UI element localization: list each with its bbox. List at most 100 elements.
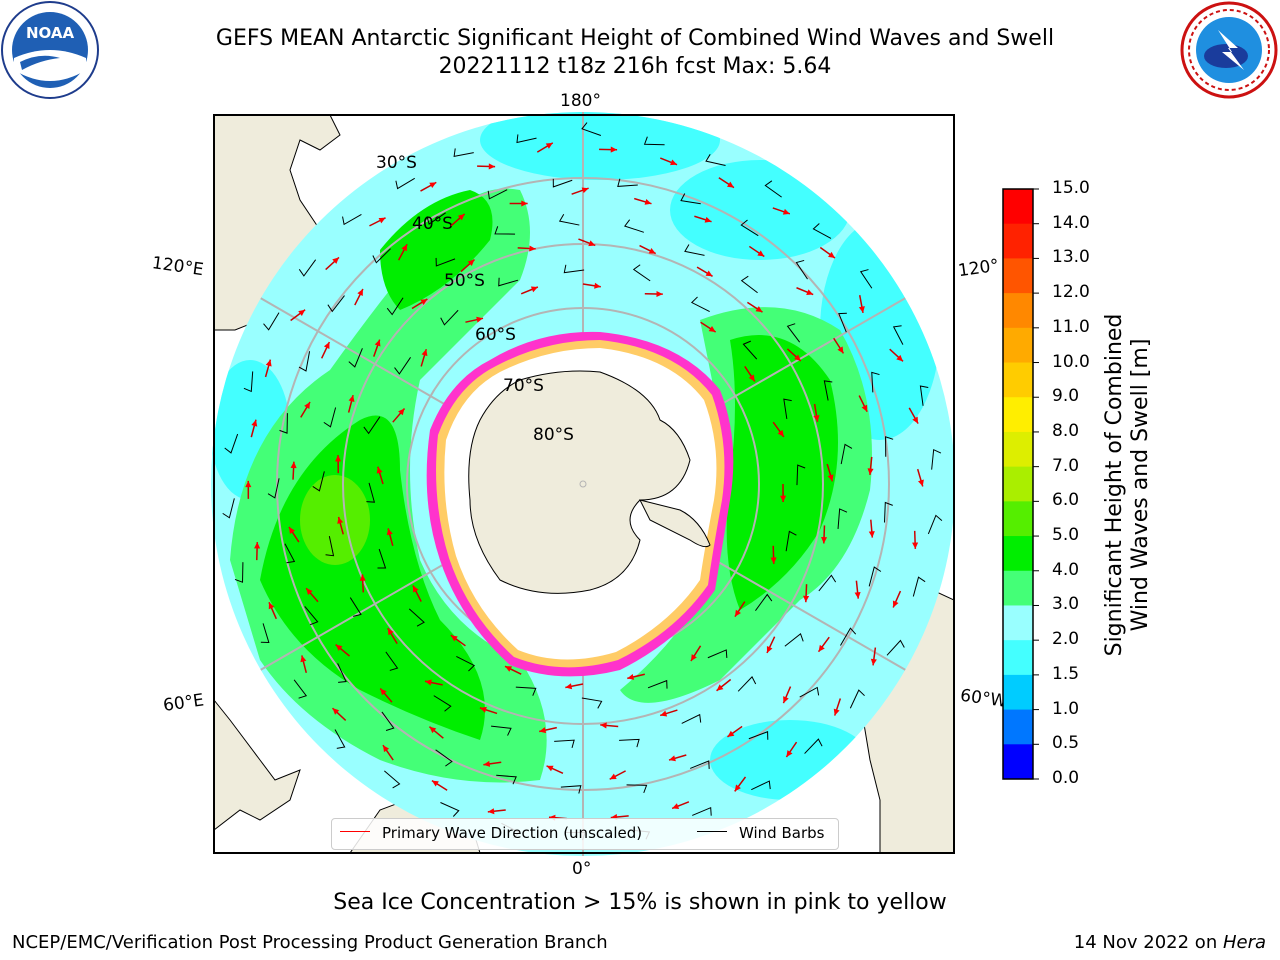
wind-barb <box>515 686 537 696</box>
wind-barb <box>323 407 337 428</box>
wave-arrow-head <box>670 159 678 166</box>
colorbar-segment <box>1003 397 1033 433</box>
wave-arrow-head <box>530 286 538 293</box>
wind-barb <box>267 478 280 499</box>
colorbar-segment <box>1003 362 1033 398</box>
wind-barb <box>804 738 823 754</box>
wind-barb <box>487 189 508 200</box>
wave-arrow-head <box>450 635 458 642</box>
wave-arrow-head <box>669 755 676 762</box>
wind-barb <box>453 148 474 157</box>
wave-arrow-head <box>867 468 874 475</box>
wind-barb <box>366 482 376 503</box>
wind-barb <box>931 448 942 470</box>
wind-barb <box>784 633 804 647</box>
footer-date-text: 14 Nov 2022 on <box>1073 932 1223 953</box>
wave-arrow-head <box>858 306 865 313</box>
wind-barb <box>795 259 808 280</box>
wind-barb <box>748 731 769 740</box>
wind-barb <box>692 806 712 816</box>
legend-wave-label: Primary Wave Direction (unscaled) <box>382 824 643 842</box>
wave-arrow-head <box>727 181 734 188</box>
colorbar-segment <box>1003 258 1033 294</box>
noaa-logo: NOAA <box>1 1 99 99</box>
wind-barb <box>840 627 857 646</box>
wave-arrow-head <box>727 730 735 737</box>
antarctic-peninsula <box>639 499 711 548</box>
colorbar-tick-label: 3.0 <box>1052 594 1080 615</box>
wind-barb <box>337 663 347 683</box>
wave-arrow-head <box>421 349 428 357</box>
wave-arrow-head <box>298 309 306 316</box>
colorbar-segment <box>1003 674 1033 711</box>
wind-barb <box>348 348 363 368</box>
wave-arrow-head <box>505 666 513 672</box>
wave-arrow-head <box>300 655 307 663</box>
wind-barb <box>785 530 797 552</box>
wind-barb <box>740 219 759 237</box>
wind-barb <box>491 725 512 736</box>
lon-label-bottom: 0° <box>572 859 591 879</box>
lon-label-right-lower: 60°W <box>959 686 1008 712</box>
wave-arrow-head <box>386 528 393 536</box>
wave-arrow-head <box>378 217 386 224</box>
wave-arrow-head <box>766 645 773 653</box>
colorbar-segment <box>1003 431 1033 468</box>
wind-barb <box>385 651 399 671</box>
wave-arrow-head <box>335 455 342 462</box>
wave-arrow-head <box>820 537 828 544</box>
wave-arrow-head <box>268 602 275 610</box>
wave-arrow-head <box>868 531 875 538</box>
wave-arrow-head <box>757 250 765 257</box>
wind-barb <box>619 738 640 748</box>
wind-barb <box>456 655 476 672</box>
wave-arrow-head <box>861 404 868 412</box>
colorbar-tick-label: 1.5 <box>1052 663 1080 684</box>
wave-arrow-head <box>782 208 790 215</box>
wind-barb <box>440 802 460 817</box>
wind-barb <box>298 351 311 372</box>
footer-host: Hera <box>1222 932 1266 953</box>
wave-arrow-head <box>487 808 495 815</box>
wave-arrow-head <box>529 245 536 252</box>
wave-arrow-head <box>786 750 793 757</box>
wave-arrow-head <box>521 200 528 207</box>
wind-barb <box>707 649 728 659</box>
wave-arrow-head <box>479 706 487 713</box>
land-africa <box>214 699 301 831</box>
wind-barb <box>279 413 288 434</box>
lon-label-left-lower: 60°E <box>162 690 205 715</box>
wave-arrow-head <box>806 289 814 295</box>
colorbar-segment <box>1003 605 1033 641</box>
noaa-logo-text: NOAA <box>26 24 75 42</box>
legend-barb-label: Wind Barbs <box>739 824 825 842</box>
wind-barb <box>796 464 806 486</box>
wind-barb <box>494 226 516 235</box>
wind-barb <box>705 154 726 166</box>
wave-arrow-head <box>401 244 408 252</box>
wave-arrow-head <box>380 688 387 696</box>
wind-barb <box>859 269 873 289</box>
wind-barb <box>222 498 235 519</box>
wind-barb <box>224 433 239 454</box>
wind-barb <box>552 178 573 188</box>
wind-barb <box>440 309 459 326</box>
wind-barb <box>363 416 381 435</box>
legend-barb-swatch <box>697 831 727 832</box>
wave-arrow-head <box>780 495 787 502</box>
wave-arrow-head <box>359 574 366 581</box>
wind-barb <box>886 639 905 656</box>
wind-barb <box>823 380 833 401</box>
wave-arrow-head <box>323 342 330 350</box>
wind-barb <box>395 177 415 190</box>
wave-arrow-head <box>770 557 777 564</box>
wave-arrow-head <box>656 290 663 298</box>
wave-arrow-head <box>748 374 755 382</box>
wave-zone-4m-north <box>380 190 493 310</box>
map-frame <box>213 114 955 854</box>
wave-arrow-head <box>777 429 784 437</box>
wave-arrow-head <box>660 710 668 717</box>
wave-arrow-head <box>854 592 861 599</box>
wind-barb <box>498 277 519 287</box>
